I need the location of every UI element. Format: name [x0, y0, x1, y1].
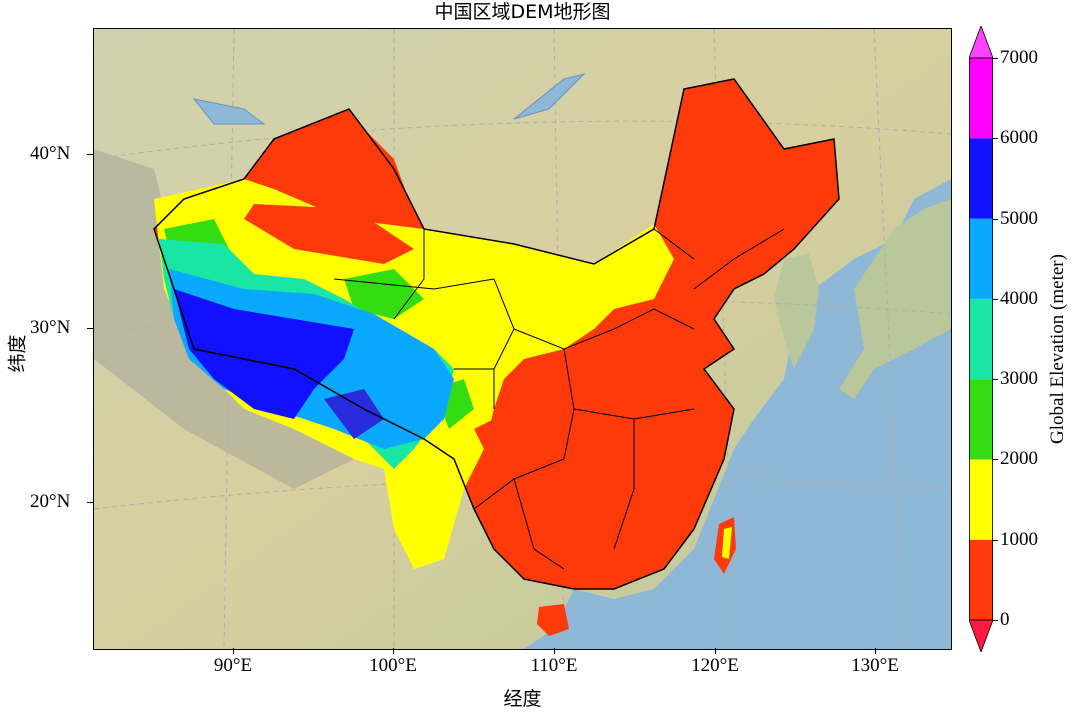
colorbar-segment	[969, 218, 993, 299]
dem-2000-3000	[164, 219, 474, 429]
y-tick-label: 40°N	[30, 143, 71, 164]
x-tick-label: 120°E	[691, 655, 739, 676]
y-tick-label: 30°N	[30, 317, 71, 338]
dem-5000-6000	[174, 289, 354, 419]
colorbar-tickmark	[993, 218, 998, 220]
y-tick-label: 20°N	[30, 491, 71, 512]
colorbar-tickmark	[993, 459, 998, 461]
x-tick-label: 100°E	[369, 655, 417, 676]
taiwan-mountains	[722, 527, 732, 559]
map-title: 中国区域DEM地形图	[434, 1, 611, 23]
colorbar-segment	[969, 298, 993, 380]
lake-balkhash	[192, 98, 266, 125]
x-tickmark	[554, 648, 555, 654]
colorbar-tickmark	[993, 539, 998, 541]
colorbar-tick-label: 3000	[1000, 368, 1038, 390]
colorbar-label: Global Elevation (meter)	[1047, 254, 1068, 444]
china-dem	[154, 79, 839, 636]
x-axis-label: 经度	[503, 688, 542, 710]
x-tickmark	[393, 648, 394, 654]
hainan	[537, 604, 569, 636]
colorbar-tick-label: 4000	[1000, 287, 1038, 309]
colorbar-tickmark	[993, 138, 998, 140]
y-tickmark	[87, 154, 93, 155]
colorbar-segment	[969, 138, 993, 219]
y-tickmark	[87, 328, 93, 329]
colorbar-tick-label: 2000	[1000, 448, 1038, 470]
colorbar	[969, 26, 993, 652]
lake-baikal	[513, 73, 586, 120]
dem-5000-6000-east	[324, 389, 384, 439]
y-tickmark	[87, 502, 93, 503]
tarim-basin	[244, 204, 414, 264]
sichuan-basin	[474, 409, 564, 479]
junggar-basin	[274, 114, 414, 214]
x-tick-label: 110°E	[530, 655, 578, 676]
colorbar-tick-label: 0	[1000, 609, 1010, 630]
colorbar-tick-label: 5000	[1000, 207, 1038, 229]
colorbar-segment	[969, 379, 993, 460]
japan-land	[839, 199, 951, 399]
korea-land	[774, 254, 819, 369]
colorbar-tickmark	[993, 379, 998, 381]
province-borders	[153, 78, 840, 590]
colorbar-tick-label: 7000	[1000, 47, 1038, 68]
colorbar-segment	[969, 459, 993, 540]
x-tickmark	[233, 648, 234, 654]
map-area[interactable]	[93, 28, 952, 650]
colorbar-segment	[969, 58, 993, 139]
colorbar-tickmark	[993, 58, 998, 59]
colorbar-tick-label: 6000	[1000, 127, 1038, 149]
colorbar-over-arrow	[969, 26, 993, 59]
colorbar-frame	[969, 57, 993, 621]
x-tick-label: 90°E	[213, 655, 253, 676]
colorbar-under-arrow	[969, 619, 993, 652]
x-tick-label: 130°E	[851, 655, 899, 676]
colorbar-tickmark	[993, 298, 998, 300]
y-axis-label: 纬度	[6, 334, 29, 373]
colorbar-segment	[969, 539, 993, 620]
colorbar-tickmark	[993, 620, 998, 621]
map-canvas	[94, 29, 951, 649]
x-tickmark	[715, 648, 716, 654]
colorbar-tick-label: 1000	[1000, 528, 1038, 550]
x-tickmark	[875, 648, 876, 654]
